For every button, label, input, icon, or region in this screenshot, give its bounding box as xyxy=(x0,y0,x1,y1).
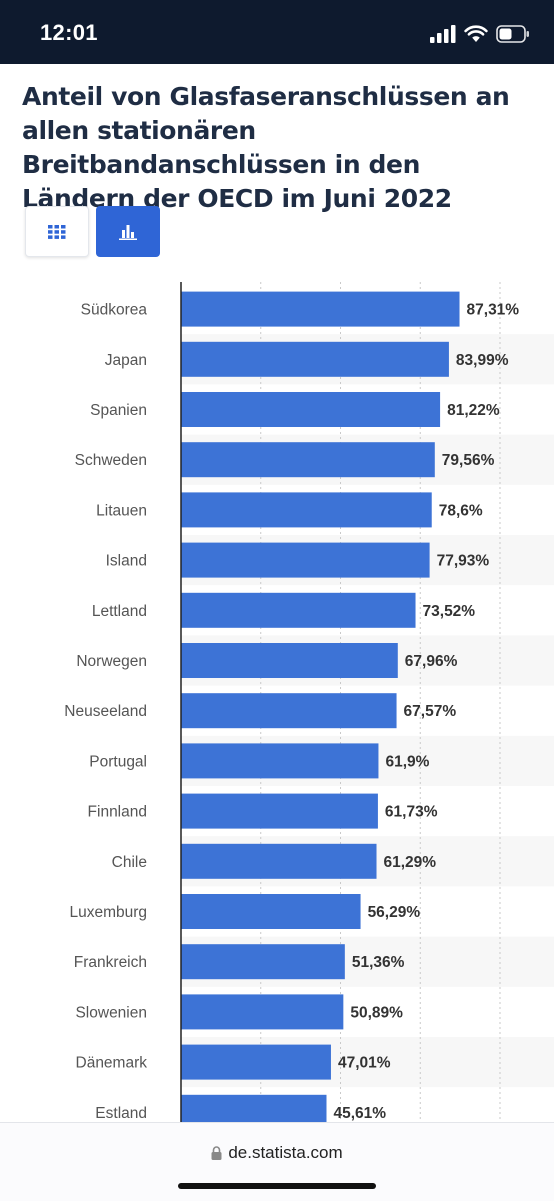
category-label: Portugal xyxy=(89,753,147,770)
bar[interactable] xyxy=(181,944,345,980)
value-label: 56,29% xyxy=(368,904,421,921)
value-label: 83,99% xyxy=(456,352,509,369)
bar[interactable] xyxy=(181,341,449,377)
category-label: Norwegen xyxy=(76,653,147,670)
bar[interactable] xyxy=(181,843,377,879)
category-label: Luxemburg xyxy=(69,904,147,921)
bar[interactable] xyxy=(181,291,460,327)
category-label: Finnland xyxy=(88,804,147,821)
bar[interactable] xyxy=(181,492,432,528)
grid-icon xyxy=(48,224,66,239)
value-label: 77,93% xyxy=(437,553,490,570)
bar[interactable] xyxy=(181,1094,327,1122)
signal-icon xyxy=(430,25,456,43)
category-label: Lettland xyxy=(92,603,147,620)
value-label: 61,29% xyxy=(384,854,437,871)
status-bar: 12:01 xyxy=(0,0,554,64)
category-label: Chile xyxy=(112,854,147,871)
value-label: 61,9% xyxy=(385,753,429,770)
bar[interactable] xyxy=(181,542,430,578)
bar[interactable] xyxy=(181,442,435,478)
value-label: 45,61% xyxy=(333,1105,386,1122)
battery-icon xyxy=(496,25,529,43)
chart-title: Anteil von Glasfaseranschlüssen an allen… xyxy=(22,82,510,213)
value-label: 67,57% xyxy=(404,703,457,720)
category-label: Litauen xyxy=(96,502,147,519)
bar[interactable] xyxy=(181,693,397,729)
category-label: Slowenien xyxy=(75,1004,147,1021)
bar[interactable] xyxy=(181,1044,331,1080)
bar[interactable] xyxy=(181,643,398,678)
category-label: Japan xyxy=(105,352,147,369)
bar-chart-icon xyxy=(119,224,137,240)
value-label: 50,89% xyxy=(350,1004,403,1021)
browser-footer: de.statista.com xyxy=(0,1122,554,1201)
bar[interactable] xyxy=(181,793,378,829)
wifi-icon xyxy=(464,25,488,42)
status-icons xyxy=(430,22,530,46)
url-bar[interactable]: de.statista.com xyxy=(0,1143,554,1163)
value-label: 67,96% xyxy=(405,653,458,670)
category-label: Island xyxy=(106,553,147,570)
bar[interactable] xyxy=(181,894,361,929)
category-label: Estland xyxy=(95,1105,147,1122)
category-label: Schweden xyxy=(75,452,147,469)
url-text: de.statista.com xyxy=(228,1143,343,1162)
value-label: 79,56% xyxy=(442,452,495,469)
home-indicator xyxy=(178,1183,376,1189)
category-label: Südkorea xyxy=(81,302,148,319)
chart-view-button[interactable] xyxy=(96,206,160,257)
value-label: 81,22% xyxy=(447,402,500,419)
table-view-button[interactable] xyxy=(25,206,89,257)
value-label: 51,36% xyxy=(352,954,405,971)
value-label: 73,52% xyxy=(423,603,476,620)
lock-icon xyxy=(211,1146,222,1160)
category-label: Neuseeland xyxy=(64,703,147,720)
status-time: 12:01 xyxy=(40,20,98,45)
bar[interactable] xyxy=(181,392,441,427)
bar[interactable] xyxy=(181,743,379,779)
value-label: 87,31% xyxy=(467,302,520,319)
bar-chart: Südkorea 87,31% Japan 83,99% Spanien 81,22% Sc… xyxy=(64,282,554,1122)
bar[interactable] xyxy=(181,592,416,628)
bar[interactable] xyxy=(181,994,344,1030)
category-label: Spanien xyxy=(90,402,147,419)
value-label: 78,6% xyxy=(439,502,483,519)
category-label: Dänemark xyxy=(76,1055,148,1072)
value-label: 61,73% xyxy=(385,804,438,821)
value-label: 47,01% xyxy=(338,1055,391,1072)
category-label: Frankreich xyxy=(74,954,147,971)
